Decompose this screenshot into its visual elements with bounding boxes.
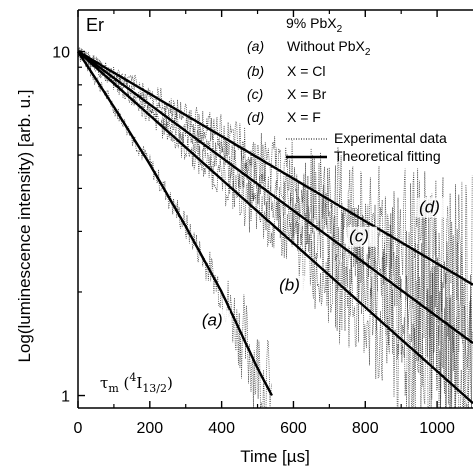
legend-theoretical-fitting: Theoretical fitting [334,148,441,164]
x-tick-label: 1000 [419,420,455,437]
x-tick-label: 400 [208,420,235,437]
curve-label-b: (b) [279,275,300,294]
x-tick-label: 200 [136,420,163,437]
tau-superscript: 4 [129,371,136,384]
x-tick-label: 0 [74,420,83,437]
corner-label: Er [86,15,104,35]
legend-entry-b: X = Cl [287,63,326,79]
axes-frame [77,9,473,409]
fit-curve-a [76,50,273,397]
curve-label-background [199,310,230,331]
tau-open-paren: ( [119,374,130,392]
curve-labels-group: (a) (b) (c) (d) [199,197,448,331]
lifetime-annotation: τm (4I13/2) [100,371,173,395]
curve-label-background [277,275,308,296]
legend: 9% PbX2 (a) Without PbX2 (b) X = Cl (c) … [247,15,447,164]
legend-entry-a-text: Without PbX [287,38,365,54]
legend-title-main: 9% PbX [286,15,337,31]
plot-area [78,10,473,408]
legend-key-d: (d) [247,109,264,125]
tau-close-paren: ) [167,374,173,392]
x-tick-label: 600 [280,420,307,437]
legend-title-subscript: 2 [337,24,343,35]
y-tick-label: 1 [61,389,70,406]
legend-title: 9% PbX2 [286,15,343,35]
curve-label-c: (c) [349,227,369,246]
legend-entry-a: Without PbX2 [287,38,371,58]
curve-label-background [417,197,448,218]
tau-subscript: m [108,382,119,395]
legend-entry-c: X = Br [287,86,327,102]
tau-main: I [136,374,142,392]
curve-label-a: (a) [202,310,223,329]
axis-ticks-group: 0 200 400 600 800 1000 1 10 [52,10,455,437]
fit-curve-b [77,50,473,405]
legend-experimental-data: Experimental data [334,130,447,146]
legend-key-c: (c) [247,86,263,102]
experimental-trace-b [77,44,473,410]
curve-label-d: (d) [419,198,440,217]
legend-key-b: (b) [247,63,264,79]
fit-curve-d [77,50,473,286]
theoretical-fit-group [76,50,473,405]
tau-symbol: τ [100,374,108,392]
tau-level-subscript: 13/2 [142,382,167,395]
x-axis-title: Time [µs] [240,447,310,466]
legend-entry-a-subscript: 2 [365,47,371,58]
y-axis-title: Log(luminescence intensity) [arb. u.] [15,89,34,362]
curve-label-background [347,226,378,247]
fit-curve-c [77,50,473,345]
y-tick-label: 10 [52,44,70,61]
legend-entry-d: X = F [287,109,321,125]
x-tick-label: 800 [352,420,379,437]
legend-key-a: (a) [247,38,264,54]
